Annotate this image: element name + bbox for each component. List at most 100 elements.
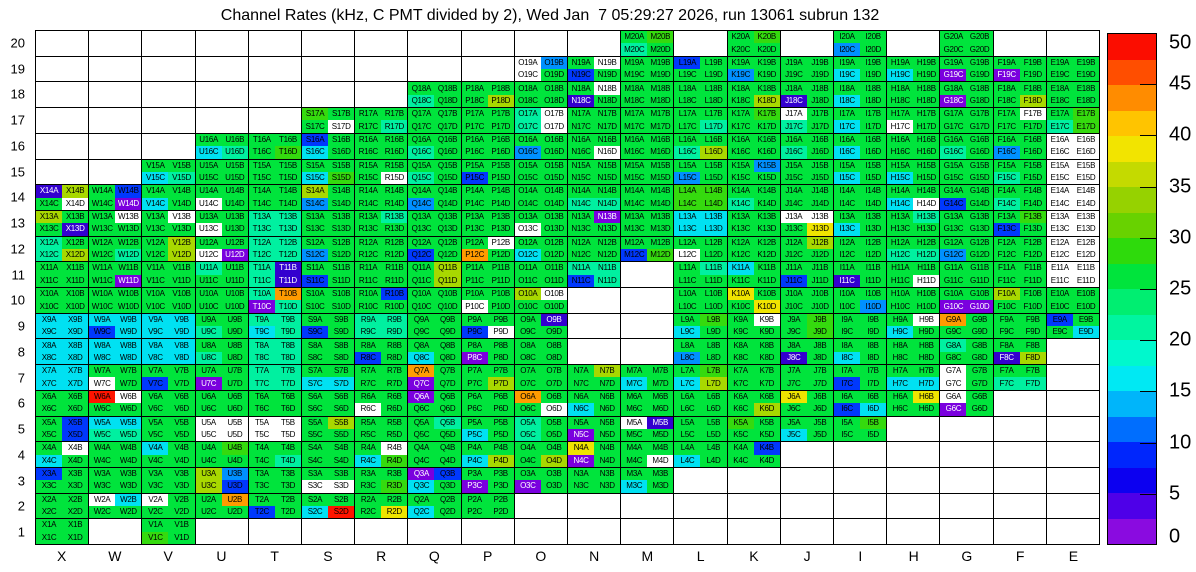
block-S12: S12A S12B S12C S12D: [302, 236, 355, 262]
channel-cell-Q4A: Q4A: [408, 442, 435, 455]
channel-cell-K16A: K16A: [727, 133, 754, 147]
channel-cell-S7C: S7C: [302, 377, 329, 390]
block-M20: M20A M20B M20C M20D: [621, 31, 674, 56]
channel-cell-R5B: R5B: [381, 416, 408, 429]
channel-cell-J16D: J16D: [806, 146, 833, 159]
channel-cell-F11B: F11B: [1019, 262, 1046, 275]
block-K5: K5A K5B K5C K5D: [727, 416, 780, 442]
channel-cell-V7C: V7C: [142, 377, 169, 390]
channel-cell-U13B: U13B: [221, 210, 248, 224]
channel-cell-V15B: V15B: [168, 159, 195, 172]
channel-cell-M6B: M6B: [647, 390, 674, 404]
block-V13: V13A V13B V13C V13D: [142, 210, 195, 236]
channel-cell-I8A: I8A: [834, 339, 861, 352]
channel-cell-V11C: V11C: [142, 274, 169, 287]
channel-cell-L7C: L7C: [674, 377, 701, 390]
colorbar-tick-label-15: 15: [1169, 379, 1192, 402]
channel-cell-L17B: L17B: [700, 108, 727, 121]
channel-cell-S13B: S13B: [328, 210, 355, 224]
block-R12: R12A R12B R12C R12D: [355, 236, 408, 262]
channel-cell-P3C: P3C: [461, 480, 488, 493]
block-I15: I15A I15B I15C I15D: [834, 159, 887, 185]
block-W10: W10A W10B W10C W10D: [89, 288, 142, 313]
channel-cell-G16A: G16A: [940, 133, 967, 147]
channel-cell-R9A: R9A: [355, 313, 382, 327]
channel-cell-U7C: U7C: [195, 377, 222, 390]
block-L7: L7A L7B L7C L7D: [674, 365, 727, 390]
channel-cell-S8C: S8C: [302, 351, 329, 365]
channel-cell-W3C: W3C: [89, 480, 116, 493]
channel-cell-I16B: I16B: [860, 133, 887, 147]
channel-cell-N15D: N15D: [594, 171, 621, 185]
channel-cell-I9A: I9A: [834, 313, 861, 327]
channel-cell-L5A: L5A: [674, 416, 701, 429]
channel-cell-L9B: L9B: [700, 313, 727, 327]
block-I17: I17A I17B I17C I17D: [834, 108, 887, 133]
channel-cell-P15D: P15D: [487, 171, 514, 185]
channel-cell-X13D: X13D: [62, 223, 89, 236]
block-X10: X10A X10B X10C X10D: [36, 288, 89, 313]
block-T6: T6A T6B T6C T6D: [248, 390, 301, 416]
block-J16: J16A J16B J16C J16D: [780, 133, 833, 159]
block-R3: R3A R3B R3C R3D: [355, 467, 408, 493]
channel-cell-M7C: M7C: [621, 377, 648, 390]
channel-cell-W11D: W11D: [115, 274, 142, 287]
block-L20: [674, 31, 727, 56]
channel-cell-O5D: O5D: [540, 428, 567, 442]
channel-cell-G16C: G16C: [940, 146, 967, 159]
block-R11: R11A R11B R11C R11D: [355, 262, 408, 287]
channel-cell-K10C: K10C: [727, 300, 754, 313]
channel-cell-L15C: L15C: [674, 171, 701, 185]
channel-cell-R6A: R6A: [355, 390, 382, 404]
block-N2: [568, 493, 621, 519]
channel-cell-H6C: H6C: [887, 403, 914, 416]
channel-cell-R3B: R3B: [381, 467, 408, 481]
channel-cell-E18C: E18C: [1046, 94, 1073, 108]
channel-cell-I14A: I14A: [834, 185, 861, 198]
channel-cell-S16B: S16B: [328, 133, 355, 147]
block-T11: T11A T11B T11C T11D: [248, 262, 301, 287]
block-I3: [834, 467, 887, 493]
channel-cell-F7B: F7B: [1019, 365, 1046, 378]
channel-cell-Q4D: Q4D: [434, 454, 461, 467]
channel-cell-Q10D: Q10D: [434, 300, 461, 313]
channel-cell-U5C: U5C: [195, 428, 222, 442]
channel-cell-N14D: N14D: [594, 197, 621, 210]
channel-cell-H15D: H15D: [913, 171, 940, 185]
block-T1: [248, 519, 301, 544]
channel-cell-G11C: G11C: [940, 274, 967, 287]
channel-cell-V13D: V13D: [168, 223, 195, 236]
channel-cell-O5B: O5B: [540, 416, 567, 429]
channel-cell-O14D: O14D: [540, 197, 567, 210]
channel-cell-M3B: M3B: [647, 467, 674, 481]
block-N16: N16A N16B N16C N16D: [568, 133, 621, 159]
channel-cell-W6A: W6A: [89, 390, 116, 404]
channel-cell-E16B: E16B: [1072, 133, 1099, 147]
channel-cell-L12C: L12C: [674, 248, 701, 262]
block-Q8: Q8A Q8B Q8C Q8D: [408, 339, 461, 365]
block-N17: N17A N17B N17C N17D: [568, 108, 621, 133]
channel-cell-F17A: F17A: [993, 108, 1020, 121]
channel-cell-H11D: H11D: [913, 274, 940, 287]
channel-cell-U9D: U9D: [221, 326, 248, 339]
block-O13: O13A O13B O13C O13D: [514, 210, 567, 236]
channel-cell-W5C: W5C: [89, 428, 116, 442]
channel-cell-Q2C: Q2C: [408, 505, 435, 519]
channel-cell-X3D: X3D: [62, 480, 89, 493]
channel-cell-P9C: P9C: [461, 326, 488, 339]
channel-cell-L12B: L12B: [700, 236, 727, 249]
block-O18: O18A O18B O18C O18D: [514, 82, 567, 108]
channel-cell-O7D: O7D: [540, 377, 567, 390]
channel-cell-X9C: X9C: [36, 326, 63, 339]
colorbar-tick-label-0: 0: [1169, 525, 1181, 548]
channel-cell-K4A: K4A: [727, 442, 754, 455]
channel-cell-R17D: R17D: [381, 120, 408, 133]
block-L3: [674, 467, 727, 493]
channel-cell-G15D: G15D: [966, 171, 993, 185]
channel-cell-O18A: O18A: [514, 82, 541, 95]
block-E7: [1046, 365, 1099, 390]
block-K9: K9A K9B K9C K9D: [727, 313, 780, 339]
block-H4: [887, 442, 940, 467]
block-N1: [568, 519, 621, 544]
channel-cell-G19A: G19A: [940, 56, 967, 70]
